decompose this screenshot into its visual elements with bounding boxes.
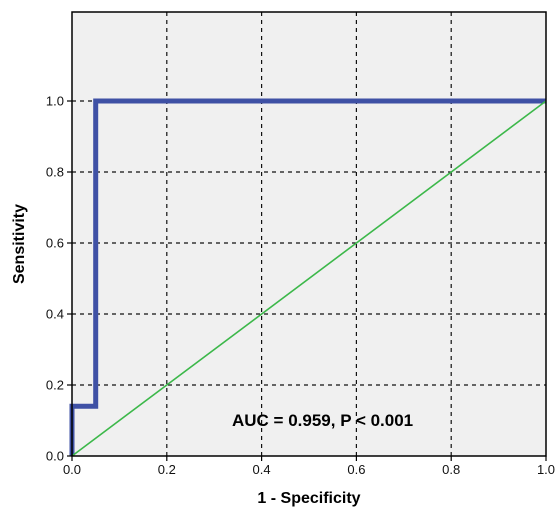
x-tick-label: 0.6 <box>347 462 365 477</box>
x-tick-label: 0.2 <box>158 462 176 477</box>
y-tick-label: 0.6 <box>46 236 64 251</box>
y-axis-title: Sensitivity <box>11 204 28 284</box>
y-tick-label: 0.8 <box>46 165 64 180</box>
axes: 0.0 0.2 0.4 0.6 0.8 1.0 0.0 0.2 0.4 0.6 0.8 1.0 <box>46 11 555 477</box>
y-tick-label: 0.4 <box>46 307 64 322</box>
plot-background <box>72 12 546 456</box>
y-tick-label: 0.2 <box>46 378 64 393</box>
y-tick-label: 1.0 <box>46 94 64 109</box>
plot-frame <box>71 11 547 457</box>
x-axis-title: 1 - Specificity <box>257 490 360 507</box>
y-tick-label: 0.0 <box>46 449 64 464</box>
reference-diagonal-line <box>71 100 547 457</box>
x-tick-label: 0.0 <box>63 462 81 477</box>
plot-area <box>69 12 547 457</box>
auc-annotation: AUC = 0.959, P < 0.001 <box>232 411 413 430</box>
x-tick-label: 1.0 <box>537 462 555 477</box>
x-tick-label: 0.4 <box>253 462 271 477</box>
x-tick-label: 0.8 <box>442 462 460 477</box>
